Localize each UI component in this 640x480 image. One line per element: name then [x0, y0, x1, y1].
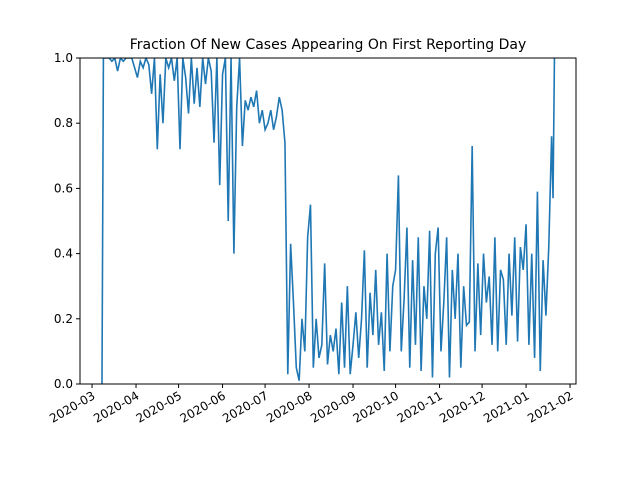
x-tick-label: 2021-02 [525, 388, 575, 425]
x-tick-label: 2021-01 [481, 388, 531, 425]
x-tick-label: 2020-04 [91, 388, 141, 425]
plot-frame [79, 57, 577, 385]
x-tick-label: 2020-03 [47, 388, 97, 425]
y-tick-label: 0.6 [54, 181, 73, 195]
x-tick-label: 2020-08 [264, 388, 314, 425]
x-tick-label: 2020-11 [395, 388, 445, 425]
y-tick-label: 0.2 [54, 312, 73, 326]
y-tick-label: 0.0 [54, 377, 73, 391]
x-tick-label: 2020-06 [178, 388, 228, 425]
y-tick-label: 0.4 [54, 247, 73, 261]
x-tick-label: 2020-07 [220, 388, 270, 425]
line [101, 58, 556, 384]
chart-title: Fraction Of New Cases Appearing On First… [130, 37, 527, 53]
x-tick-label: 2020-10 [351, 388, 401, 425]
y-tick-label: 0.8 [54, 116, 73, 130]
x-tick-label: 2020-09 [308, 388, 358, 425]
x-tick-label: 2020-05 [134, 388, 184, 425]
y-tick-label: 1.0 [54, 51, 73, 65]
x-tick-label: 2020-12 [437, 388, 487, 425]
